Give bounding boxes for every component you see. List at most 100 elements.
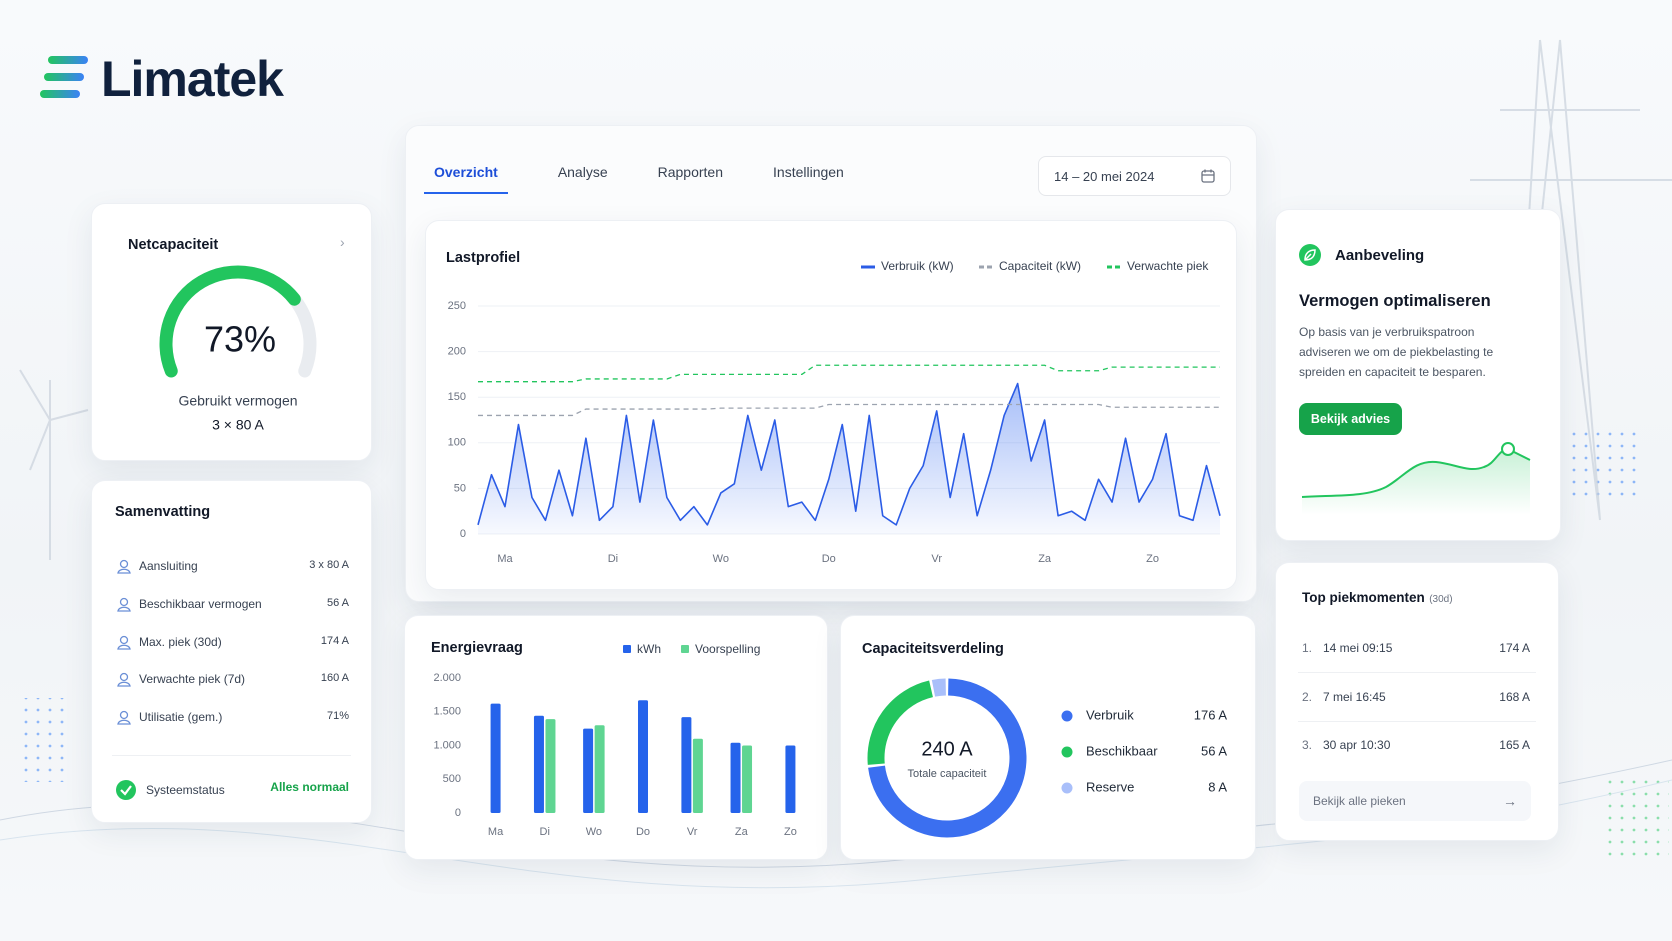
line [477, 382, 1221, 526]
summary-card: Samenvatting Systeemstatus Alles normaal… [91, 480, 372, 823]
legend-label: Verbruik (kW) [881, 259, 954, 273]
gauge-card: Netcapaciteit › 73% Gebruikt vermogen 3 × … [91, 203, 372, 461]
nav-tab[interactable]: Rapporten [657, 164, 724, 180]
row-label: Max. piek (30d) [139, 635, 222, 649]
chevron[interactable]: › [340, 234, 345, 250]
peak-row: 3. 30 apr 10:30 165 A [1276, 737, 1558, 755]
y-tick-label: 200 [448, 346, 466, 358]
x-tick-label: Za [1038, 553, 1052, 565]
all-peaks-button[interactable]: Bekijk alle pieken → [1299, 781, 1531, 821]
legend-value: 176 A [1194, 707, 1228, 722]
gauge-value [159, 265, 301, 378]
icon-shape [117, 644, 131, 650]
logo-icon [40, 56, 88, 98]
summary-row: Utilisatie (gem.) 71% [92, 709, 371, 727]
bar [490, 703, 501, 813]
row-value: 160 A [320, 672, 349, 684]
x-tick-label: Zo [784, 826, 797, 838]
donut-segment [867, 680, 934, 765]
summary-row: Beschikbaar vermogen 56 A [92, 596, 371, 614]
peak-rank: 1. [1302, 641, 1313, 655]
summary-row: Aansluiting 3 x 80 A [92, 558, 371, 576]
x-tick-label: Wo [713, 553, 729, 565]
bar-chart-card: Energievraag 0 500 1.000 1.500 2.000 Ma Di Wo Do… [404, 615, 828, 860]
row-value: 56 A [326, 597, 349, 609]
gauge-value-label: 73% [204, 319, 276, 360]
nav-tab[interactable]: Instellingen [773, 164, 844, 180]
status-label: Systeemstatus [146, 783, 225, 797]
peak-rank: 3. [1302, 738, 1313, 752]
legend-value: 8 A [1208, 779, 1227, 794]
row-value: 71% [326, 710, 349, 722]
peak-value: 165 A [1499, 738, 1530, 752]
row-value: 3 x 80 A [309, 559, 349, 571]
icon-shape [119, 635, 129, 645]
row-label: Beschikbaar vermogen [139, 597, 262, 611]
advice-button[interactable]: Bekijk advies [1299, 403, 1402, 435]
peak-row: 2. 7 mei 16:45 168 A [1276, 689, 1558, 707]
row-value: 174 A [320, 635, 349, 647]
donut-card: Capaciteitsverdeling Verbruik 176 A Beschi… [840, 615, 1256, 860]
row-icon [117, 672, 131, 687]
icon-shape [117, 681, 131, 687]
status-icon [116, 780, 136, 800]
heading: Vermogen optimaliseren [1299, 292, 1491, 310]
x-tick-label: Do [822, 553, 836, 565]
x-tick-label: Vr [687, 826, 698, 838]
peak-value: 174 A [1499, 641, 1530, 655]
x-tick-label: Zo [1146, 553, 1159, 565]
y-tick-label: 0 [460, 528, 466, 540]
card-title: Top piekmomenten [1302, 590, 1425, 605]
y-tick-label: 250 [448, 300, 466, 312]
peak-row: 1. 14 mei 09:15 174 A [1276, 640, 1558, 658]
card-title: Energievraag [431, 640, 523, 656]
sparkline [1301, 442, 1531, 515]
legend-label: Capaciteit (kW) [999, 259, 1081, 273]
bar [638, 700, 648, 813]
card-title: Capaciteitsverdeling [862, 641, 1004, 657]
body-text: Op basis van je verbruikspatroon adviser… [1299, 325, 1494, 379]
legend-label: Reserve [1086, 779, 1134, 794]
summary-row: Verwachte piek (7d) 160 A [92, 671, 371, 689]
card-title: Samenvatting [115, 504, 211, 520]
bar [692, 738, 703, 813]
peaks-card: Top piekmomenten (30d) Bekijk alle pieke… [1275, 562, 1559, 841]
x-tick-label: Do [636, 826, 650, 838]
gauge: 73% Gebruikt vermogen 3 × 80 A [159, 265, 317, 433]
y-tick-label: 1.000 [433, 739, 461, 751]
nav-tab[interactable]: Overzicht [424, 164, 508, 194]
icon-shape [119, 710, 129, 720]
calendar-icon [1201, 169, 1215, 183]
peak-rank: 2. [1302, 690, 1313, 704]
y-tick-label: 2.000 [433, 672, 461, 684]
donut-segment [931, 678, 947, 697]
x-tick-label: Di [540, 826, 550, 838]
x-tick-label: Ma [497, 553, 513, 565]
icon-shape [119, 672, 129, 682]
card-title-wrap: Top piekmomenten (30d) [1302, 589, 1453, 607]
row-label: Verwachte piek (7d) [139, 672, 246, 686]
line-chart: 0 50 100 150 200 250 Ma Di Wo Do Vr Za Zo Verbruik (k… [448, 259, 1221, 565]
peak-moment: 14 mei 09:15 [1323, 641, 1393, 655]
nav-tab[interactable]: Analyse [557, 164, 608, 180]
x-tick-label: Ma [488, 826, 504, 838]
icon-shape [119, 597, 129, 607]
card-title: Lastprofiel [446, 250, 521, 266]
divider [1298, 672, 1536, 673]
icon-shape [117, 606, 131, 612]
line-chart-card: Lastprofiel 0 50 100 150 200 250 Ma Di Wo Do Vr Za Z… [425, 220, 1237, 590]
peak-moment: 30 apr 10:30 [1323, 738, 1391, 752]
icon-shape [117, 568, 131, 574]
row-icon [117, 635, 131, 650]
date-picker[interactable]: 14 – 20 mei 2024 [1038, 156, 1231, 196]
card-title-note: (30d) [1429, 594, 1453, 605]
row-icon [117, 597, 131, 612]
bar [730, 742, 741, 813]
bar [681, 717, 692, 813]
tab-bar: Overzicht Analyse Rapporten Instellingen [424, 164, 844, 194]
divider [112, 755, 351, 756]
icon-shape [119, 559, 129, 569]
x-tick-label: Vr [931, 553, 942, 565]
x-tick-label: Di [608, 553, 618, 565]
